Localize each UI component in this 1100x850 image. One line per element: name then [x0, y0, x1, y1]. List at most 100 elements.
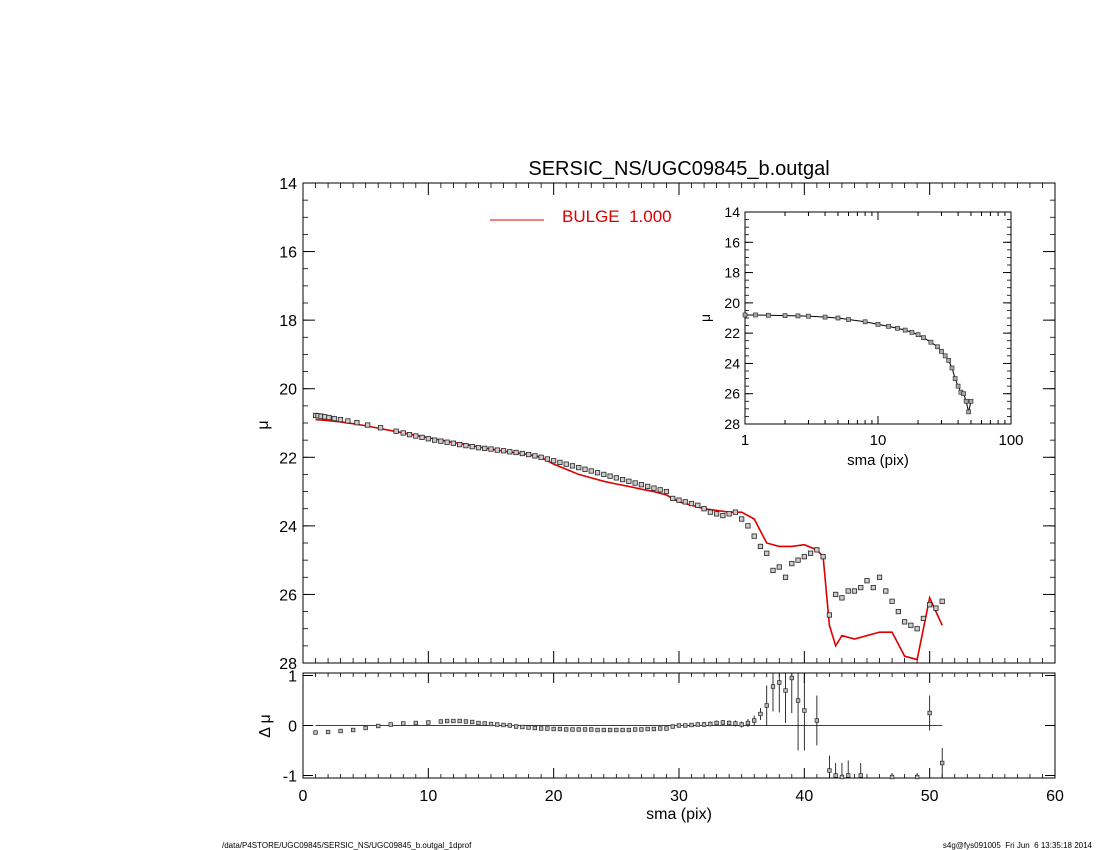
data-point	[933, 605, 939, 611]
residual-point	[658, 726, 663, 731]
inset-data-point	[961, 391, 966, 397]
data-point	[720, 512, 726, 519]
y-tick-label: 20	[279, 382, 297, 399]
residual-point	[589, 727, 594, 732]
inset-data-point	[949, 365, 955, 371]
main-ticklabels: 14 16 18 20 22 24 26 28	[279, 176, 297, 673]
x-axis-label: sma (pix)	[646, 806, 712, 823]
data-point	[526, 451, 532, 458]
x-tick-label: 50	[921, 788, 939, 805]
inset-data-point	[782, 313, 788, 318]
residual-point	[814, 718, 820, 723]
data-point	[620, 476, 626, 483]
residual-point	[795, 698, 801, 703]
data-point	[795, 557, 801, 563]
residual-point	[426, 720, 431, 725]
residual-point	[438, 719, 444, 724]
residual-y-axis-label: Δ μ	[257, 714, 274, 737]
residual-point	[551, 726, 556, 732]
residual-ticks	[302, 673, 1056, 778]
inset-ticks	[744, 211, 1012, 425]
data-point	[444, 439, 450, 445]
data-point	[463, 443, 469, 449]
inset-y-tick-label: 28	[724, 416, 740, 432]
residual-point	[451, 718, 456, 724]
residual-point	[488, 721, 494, 727]
data-point	[354, 420, 360, 426]
inset-data-point	[928, 339, 934, 345]
inset-y-tick-label: 26	[724, 386, 740, 402]
data-point	[764, 550, 770, 556]
residual-point	[325, 729, 331, 735]
data-point	[876, 574, 883, 580]
inset-data-point	[902, 327, 908, 333]
residual-point	[557, 726, 563, 732]
inset-data-point	[921, 335, 926, 341]
residual-point	[764, 703, 769, 708]
residual-point	[645, 726, 650, 732]
inset-data-series	[742, 312, 974, 415]
inset-data-point	[753, 312, 758, 318]
residual-point	[570, 727, 575, 732]
data-point	[732, 509, 739, 515]
inset-y-tick-label: 24	[724, 355, 740, 371]
residual-point	[457, 718, 462, 724]
data-point	[688, 500, 695, 507]
inset-data-point	[942, 353, 948, 359]
data-point	[833, 591, 839, 598]
data-point	[645, 483, 651, 490]
inset-data-point	[935, 344, 940, 350]
data-point	[601, 471, 607, 478]
inset-x-tick-label: 100	[998, 432, 1023, 449]
data-point	[331, 415, 337, 422]
data-point	[557, 459, 563, 466]
residual-point	[783, 688, 788, 693]
data-point	[814, 547, 820, 553]
data-point	[431, 437, 438, 443]
data-point	[576, 464, 582, 471]
data-point	[513, 449, 519, 456]
residual-data-series	[313, 673, 945, 780]
data-point	[400, 430, 406, 436]
data-point	[895, 608, 901, 615]
data-point	[588, 468, 594, 474]
y-tick-label: 26	[279, 587, 297, 604]
residual-point	[313, 730, 318, 735]
residual-point	[839, 774, 845, 780]
x-tick-label: 60	[1046, 788, 1064, 805]
residual-point	[927, 710, 932, 716]
main-data-series	[312, 412, 945, 632]
residual-point	[833, 773, 838, 778]
x-tick-label: 0	[299, 788, 308, 805]
data-point	[326, 414, 332, 421]
data-point	[782, 574, 789, 580]
data-point	[864, 578, 870, 584]
residual-point	[470, 719, 475, 725]
data-point	[927, 602, 933, 608]
data-point	[651, 485, 657, 491]
data-point	[695, 502, 701, 508]
data-point	[908, 622, 914, 628]
data-point	[757, 543, 764, 550]
inset-data-point	[835, 315, 841, 321]
inset-data-point	[895, 325, 900, 331]
y-tick-label: 24	[279, 519, 297, 536]
inset-data-point	[952, 376, 958, 381]
residual-point	[482, 721, 487, 726]
inset-data-point	[968, 398, 974, 404]
main-ticks	[302, 182, 1056, 664]
residual-point	[350, 727, 356, 733]
residual-point	[914, 774, 920, 780]
residual-point	[714, 720, 719, 726]
residual-point	[639, 727, 644, 732]
residual-point	[664, 726, 669, 731]
inset-data-point	[806, 313, 811, 319]
res-y-tick-label: 1	[288, 669, 297, 686]
data-point	[845, 588, 851, 594]
data-point	[563, 461, 569, 467]
residual-point	[651, 726, 657, 732]
data-point	[670, 495, 676, 502]
data-point	[419, 434, 425, 441]
residual-point	[607, 727, 613, 733]
